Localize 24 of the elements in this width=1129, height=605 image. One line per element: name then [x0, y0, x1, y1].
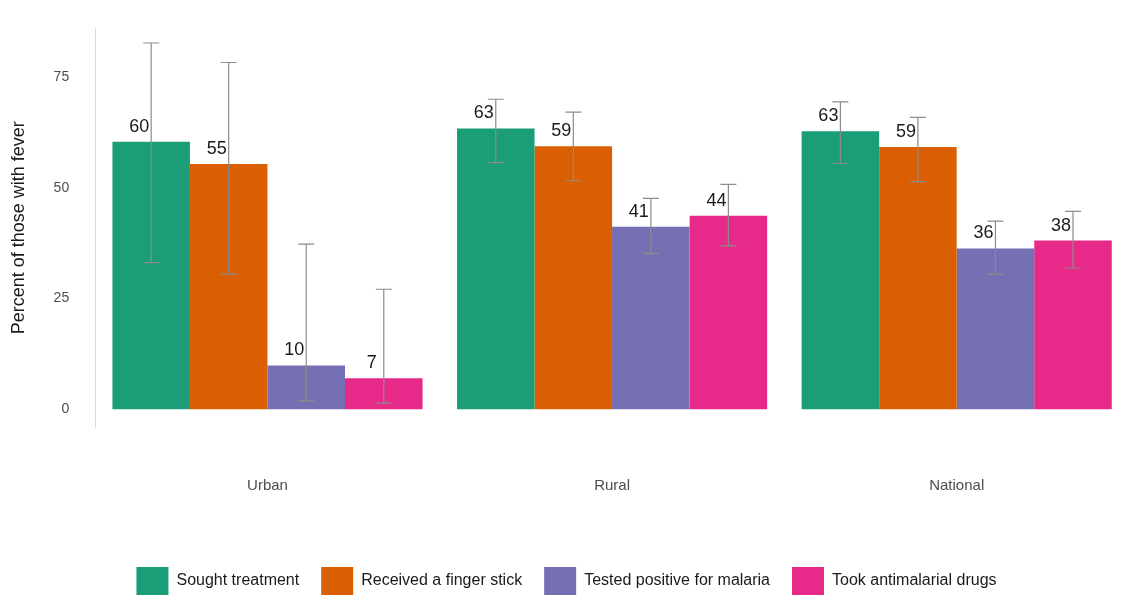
data-label: 59 [895, 121, 916, 142]
data-label: 36 [973, 222, 994, 243]
data-label: 41 [628, 200, 649, 221]
y-tick-label: 25 [53, 289, 70, 306]
data-label: 10 [284, 339, 305, 360]
data-label: 60 [129, 115, 150, 136]
y-tick-label: 75 [53, 67, 70, 84]
data-label: 44 [706, 189, 727, 210]
x-tick-label: National [929, 476, 985, 494]
data-label: 7 [366, 352, 377, 373]
legend-label: Tested positive for malaria [584, 571, 771, 589]
legend-label: Sought treatment [176, 571, 300, 589]
data-label: 55 [206, 137, 227, 158]
data-label: 63 [473, 102, 494, 123]
data-label: 38 [1050, 214, 1072, 235]
legend-label: Took antimalarial drugs [832, 571, 997, 589]
data-label: 59 [551, 120, 572, 141]
data-label: 63 [818, 105, 839, 126]
y-axis-title: Percent of those with fever [7, 121, 28, 335]
y-tick-label: 0 [61, 400, 70, 417]
y-tick-label: 50 [53, 178, 70, 195]
legend-label: Received a finger stick [361, 571, 524, 589]
x-tick-label: Urban [247, 476, 288, 494]
x-tick-label: Rural [594, 476, 631, 494]
